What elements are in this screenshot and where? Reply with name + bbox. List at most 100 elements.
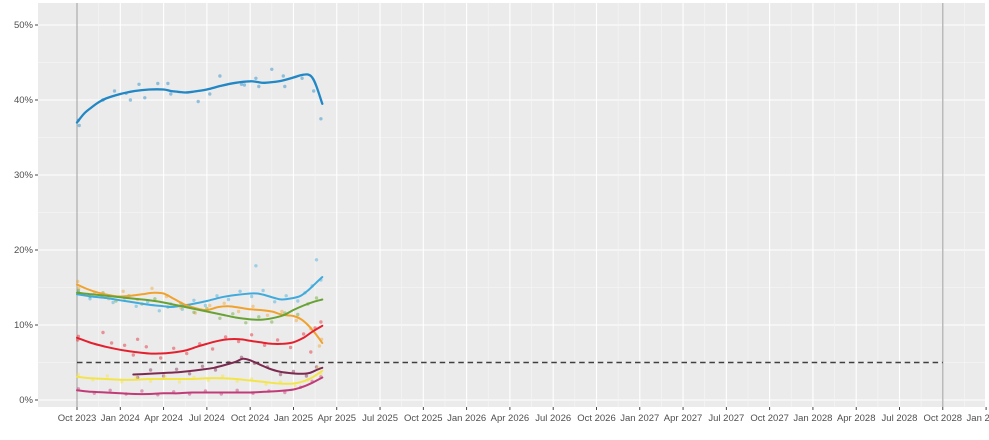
poll-dot (101, 330, 105, 335)
x-tick-label: Jan 2026 (447, 413, 486, 424)
poll-dot (166, 81, 170, 86)
poll-dot (242, 83, 247, 87)
poll-dot (76, 372, 81, 377)
poll-dot (161, 374, 166, 378)
poll-dot (231, 312, 235, 316)
poll-dot (264, 382, 268, 386)
poll-dot (148, 379, 153, 383)
poll-dot (108, 388, 112, 392)
poll-dot (185, 351, 189, 356)
poll-dot (134, 304, 138, 308)
poll-dot (177, 380, 182, 384)
poll-dot (221, 374, 225, 378)
poll-dot (174, 367, 179, 371)
poll-dot (135, 337, 140, 341)
poll-dot (304, 374, 309, 378)
poll-dot (157, 309, 161, 313)
poll-dot (283, 390, 287, 395)
trend-line-green (76, 291, 324, 321)
poll-dot (169, 92, 173, 96)
poll-dot (135, 375, 140, 380)
poll-dot (192, 310, 196, 314)
poll-dot (235, 379, 239, 383)
poll-dot (153, 297, 157, 301)
poll-dot (203, 303, 208, 308)
plot-panel (38, 3, 985, 407)
y-tick-label: 20% (14, 245, 34, 256)
poll-dot (270, 67, 274, 72)
poll-dot (131, 353, 135, 357)
poll-dot (222, 301, 226, 305)
poll-dot (273, 300, 277, 304)
trend-lines (75, 73, 324, 396)
x-tick-label: Oct 2027 (750, 413, 789, 424)
poll-dot (148, 368, 153, 372)
x-tick-label: Apr 2024 (144, 413, 183, 424)
poll-dot (120, 380, 124, 384)
poll-dot (156, 81, 160, 86)
x-tick-label: Jul 2024 (189, 413, 225, 424)
poll-dot (172, 346, 176, 350)
poll-dot (109, 341, 114, 345)
poll-dot (196, 99, 200, 104)
poll-dot (215, 294, 219, 298)
poll-dot (140, 389, 144, 393)
poll-dot (239, 82, 244, 87)
poll-dot (210, 347, 215, 351)
poll-dot (254, 264, 258, 268)
x-tick-label: Jul 2026 (535, 413, 571, 424)
poll-dot (319, 320, 323, 324)
points-blue (76, 67, 323, 128)
poll-dot (309, 350, 313, 354)
poll-dot (296, 312, 300, 317)
poll-dot (200, 364, 205, 368)
poll-dot (257, 315, 261, 319)
poll-dot (284, 294, 288, 298)
poll-dot (208, 303, 212, 308)
poll-dot (150, 286, 154, 290)
poll-dot (280, 309, 284, 314)
poll-dot (76, 279, 80, 284)
poll-dot (288, 345, 293, 350)
poll-dot (137, 82, 141, 87)
poll-dot (262, 343, 267, 347)
x-tick-label: Oct 2026 (577, 413, 616, 424)
poll-dot (143, 96, 147, 100)
poll-dot (236, 339, 241, 344)
x-tick-label: Apr 2027 (664, 413, 703, 424)
poll-dot (238, 289, 242, 293)
x-tick-label: Jan 2029 (967, 413, 989, 424)
x-tick-label: Jan 2027 (620, 413, 659, 424)
poll-dot (122, 343, 127, 347)
x-tick-label: Jul 2028 (882, 413, 918, 424)
y-tick-label: 0% (19, 395, 33, 406)
poll-dot (301, 332, 306, 336)
x-tick-label: Oct 2024 (231, 413, 270, 424)
trend-line-blue (75, 73, 324, 124)
x-tick-label: Jan 2028 (793, 413, 832, 424)
poll-dot (236, 309, 241, 314)
poll-dot (319, 117, 323, 121)
poll-dot (180, 307, 184, 311)
points-red (76, 320, 323, 360)
poll-dot (105, 374, 110, 378)
poll-dot (317, 344, 322, 348)
poll-dot (281, 74, 285, 78)
y-tick-label: 10% (14, 320, 34, 331)
poll-dot (265, 313, 270, 317)
x-tick-label: Oct 2028 (924, 413, 963, 424)
poll-dot (121, 289, 125, 293)
poll-dot (294, 318, 298, 323)
poll-dot (249, 333, 254, 337)
points-yellow (76, 366, 323, 388)
poll-dot (226, 297, 231, 302)
x-tick-label: Apr 2026 (491, 413, 530, 424)
poll-dot (208, 92, 212, 96)
x-tick-label: Jan 2024 (101, 413, 140, 424)
poll-dot (251, 304, 255, 308)
poll-dot (88, 297, 92, 301)
poll-dot (270, 320, 274, 324)
axes: 0% 10% 20% 30% 40% 50% Oct 2023 Jan 2024 Apr 202… (14, 20, 989, 424)
poll-dot (128, 98, 133, 102)
